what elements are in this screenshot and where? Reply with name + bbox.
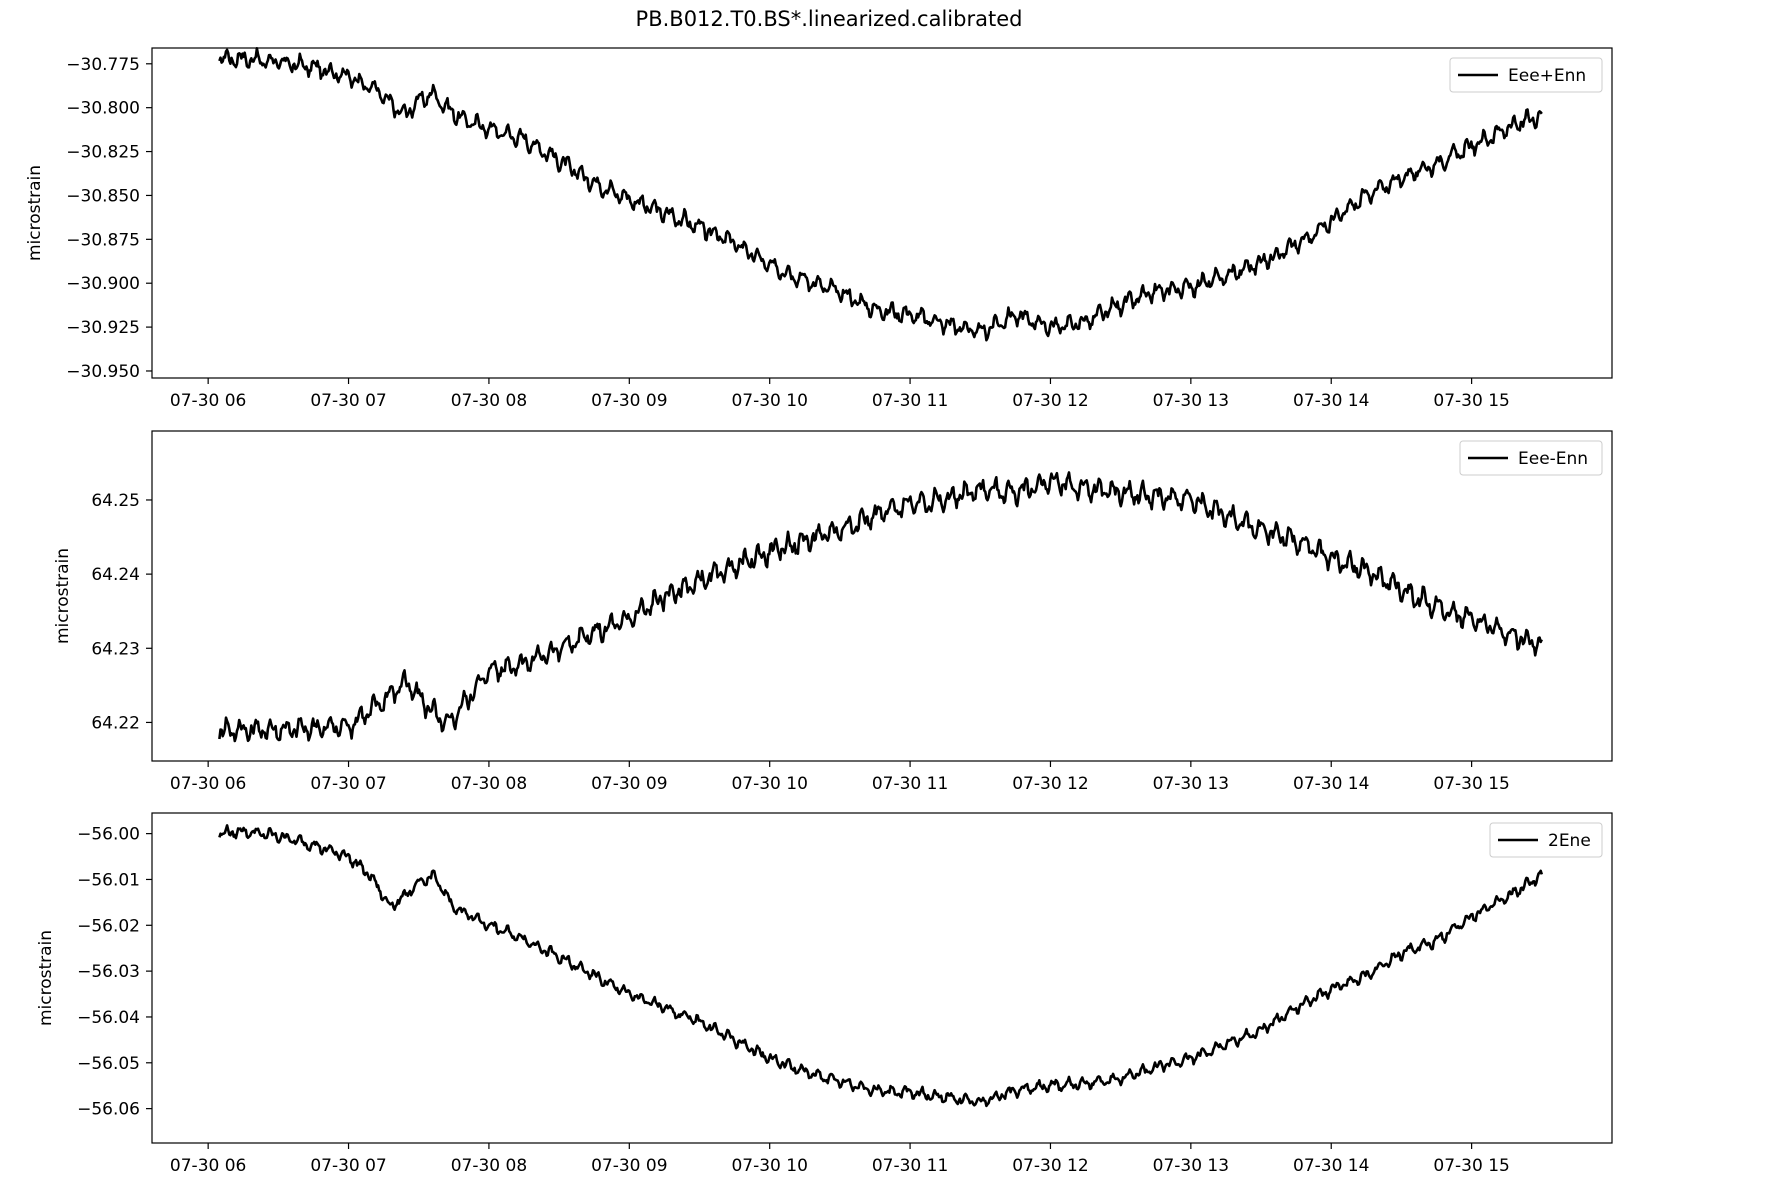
legend-box xyxy=(1459,440,1603,476)
x-tick-label: 07-30 11 xyxy=(872,774,948,794)
y-tick-label: 64.25 xyxy=(91,491,140,511)
legend-label: Eee+Enn xyxy=(1508,66,1586,86)
x-tick-label: 07-30 12 xyxy=(1012,1156,1088,1176)
x-tick-label: 07-30 07 xyxy=(310,774,386,794)
x-tick-label: 07-30 14 xyxy=(1293,391,1369,411)
x-tick-label: 07-30 09 xyxy=(591,391,667,411)
y-tick-label: 64.24 xyxy=(91,565,140,585)
x-tick-label: 07-30 13 xyxy=(1153,391,1229,411)
series-line xyxy=(218,824,1544,1108)
y-tick-label: −30.800 xyxy=(66,99,140,119)
x-tick-label: 07-30 08 xyxy=(451,1156,527,1176)
y-tick-label: −30.900 xyxy=(66,274,140,294)
x-tick-label: 07-30 06 xyxy=(170,774,246,794)
x-tick-label: 07-30 10 xyxy=(731,391,807,411)
y-tick-label: −56.00 xyxy=(77,825,140,845)
x-tick-label: 07-30 07 xyxy=(310,1156,386,1176)
x-tick-label: 07-30 12 xyxy=(1012,391,1088,411)
y-tick-label: −30.950 xyxy=(66,362,140,382)
x-tick-label: 07-30 10 xyxy=(731,1156,807,1176)
x-tick-label: 07-30 15 xyxy=(1433,774,1509,794)
x-tick-label: 07-30 09 xyxy=(591,1156,667,1176)
x-tick-label: 07-30 08 xyxy=(451,391,527,411)
x-tick-label: 07-30 15 xyxy=(1433,391,1509,411)
y-tick-label: −56.05 xyxy=(77,1054,140,1074)
x-tick-label: 07-30 06 xyxy=(170,391,246,411)
x-tick-label: 07-30 14 xyxy=(1293,1156,1369,1176)
legend-box xyxy=(1449,57,1603,93)
x-tick-label: 07-30 08 xyxy=(451,774,527,794)
y-tick-label: −56.06 xyxy=(77,1100,140,1120)
subplot-2: 64.22 64.23 64.24 64.25 07-30 06 07-30 07 07-3… xyxy=(53,430,1613,794)
x-tick-label: 07-30 11 xyxy=(872,1156,948,1176)
x-tick-label: 07-30 11 xyxy=(872,391,948,411)
y-tick-label: −30.850 xyxy=(66,186,140,206)
x-tick-label: 07-30 10 xyxy=(731,774,807,794)
y-tick-label: −56.02 xyxy=(77,916,140,936)
x-tick-label: 07-30 07 xyxy=(310,391,386,411)
y-tick-label: −30.775 xyxy=(66,55,140,75)
y-tick-label: −56.03 xyxy=(77,962,140,982)
subplot-3: −56.00 −56.01 −56.02 −56.03 −56.04 −56.05 −56.… xyxy=(36,812,1613,1176)
x-tick-label: 07-30 15 xyxy=(1433,1156,1509,1176)
series-line xyxy=(218,46,1543,342)
x-tick-label: 07-30 12 xyxy=(1012,774,1088,794)
x-tick-label: 07-30 09 xyxy=(591,774,667,794)
plot-frame xyxy=(151,430,1613,762)
subplots: −30.775 −30.800 −30.825 −30.850 −30.875 −30.9… xyxy=(25,46,1613,1176)
plot-frame xyxy=(151,812,1613,1144)
y-axis-label: microstrain xyxy=(53,548,73,644)
y-tick-label: −56.04 xyxy=(77,1008,140,1028)
legend-label: 2Ene xyxy=(1548,831,1591,851)
y-tick-label: −56.01 xyxy=(77,870,140,890)
y-tick-label: 64.23 xyxy=(91,639,140,659)
y-tick-label: −30.875 xyxy=(66,230,140,250)
y-axis-label: microstrain xyxy=(25,165,45,261)
y-tick-label: −30.925 xyxy=(66,318,140,338)
plot-frame xyxy=(151,47,1613,379)
x-tick-label: 07-30 13 xyxy=(1153,774,1229,794)
legend-label: Eee-Enn xyxy=(1518,449,1588,469)
y-tick-label: −30.825 xyxy=(66,143,140,163)
y-tick-label: 64.22 xyxy=(91,713,140,733)
x-tick-label: 07-30 13 xyxy=(1153,1156,1229,1176)
x-tick-label: 07-30 14 xyxy=(1293,774,1369,794)
x-tick-label: 07-30 06 xyxy=(170,1156,246,1176)
y-axis-label: microstrain xyxy=(36,930,56,1026)
subplot-1: −30.775 −30.800 −30.825 −30.850 −30.875 −30.9… xyxy=(25,46,1613,411)
series-line xyxy=(218,471,1543,743)
legend-box xyxy=(1489,822,1603,858)
figure-title: PB.B012.T0.BS*.linearized.calibrated xyxy=(636,7,1023,31)
